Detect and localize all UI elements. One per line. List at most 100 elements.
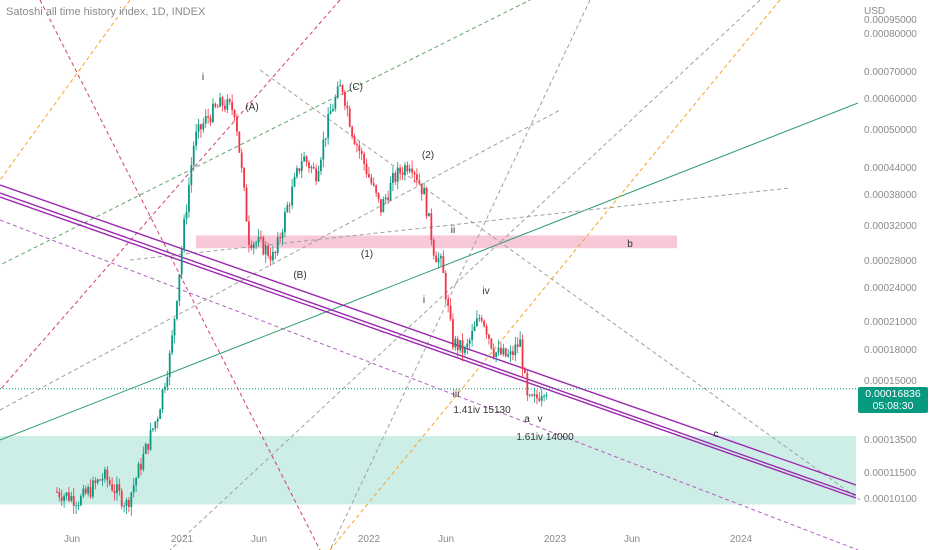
candle-body [418,180,421,184]
candle-body [310,166,313,169]
candle-body [372,183,375,186]
candle-body [92,480,94,497]
candle-body [195,131,198,146]
candle-body [401,173,404,176]
candle-body [269,255,272,261]
candle-body [488,334,490,339]
candle-body [521,339,524,370]
candle-body [504,348,507,357]
candle-body [519,339,522,347]
wave-annotation: iv [482,286,489,297]
candle-body [200,124,202,130]
candle-body [219,97,222,107]
wave-annotation: i [202,72,204,83]
candle-body [533,394,536,396]
candle-body [63,495,66,501]
candle-body [363,153,366,164]
wave-annotation: i [423,295,425,306]
x-tick-label: 2022 [358,534,381,545]
candle-body [68,492,70,501]
candle-body [231,101,234,111]
candle-body [245,187,248,222]
y-tick-label: 0.00021000 [864,317,917,328]
candle-body [399,167,402,174]
candle-body [101,478,104,481]
candle-body [332,108,334,112]
candle-body [322,139,325,160]
candle-body [447,299,450,306]
candle-body [543,395,546,397]
candle-body [452,319,454,348]
candle-body [312,166,315,169]
trend-line [329,0,591,550]
wave-annotation: v [538,414,543,425]
candle-body [288,205,291,207]
candle-body [72,495,75,506]
candle-body [166,377,169,387]
wave-annotation: (1) [361,249,373,260]
candle-body [524,369,526,373]
candle-body [267,245,270,256]
candle-body [255,242,258,244]
candle-body [404,165,406,176]
candle-body [291,186,294,206]
candle-body [396,167,399,182]
candle-body [459,340,462,351]
candle-body [461,340,464,353]
x-tick-label: Jun [251,534,267,545]
trend-line [0,109,561,411]
candle-body [137,463,140,479]
candle-body [320,159,322,172]
candle-body [303,156,306,162]
candle-body [440,256,442,259]
chart-title: Satoshi all time history index, 1D, INDE… [6,6,206,18]
candle-body [154,421,157,429]
candle-body [329,111,332,115]
candle-body [351,126,354,137]
candle-body [56,491,58,493]
candle-body [466,343,469,348]
candle-body [183,218,186,250]
candle-body [58,491,61,498]
candle-body [545,394,548,396]
y-tick-label: 0.00060000 [864,94,917,105]
candle-body [207,116,210,118]
y-tick-label: 0.00028000 [864,256,917,267]
candle-body [382,199,385,213]
candle-body [180,249,183,275]
candle-body [260,237,262,239]
candle-body [471,331,474,341]
trend-line [0,196,857,499]
y-tick-label: 0.00011500 [864,468,917,479]
candle-body [305,156,308,163]
candle-body [240,152,243,168]
candle-body [300,161,303,172]
candle-body [257,237,260,243]
candle-body [473,326,476,332]
candle-body [308,162,310,169]
candle-body [428,213,430,217]
candle-body [262,237,265,255]
candle-body [339,85,342,87]
candle-body [437,258,440,263]
candle-body [324,138,327,140]
wave-annotation: 1.61iv 14000 [516,432,574,443]
candle-body [480,318,483,321]
candle-body [425,188,428,217]
trend-line [0,192,857,496]
candle-body [236,117,238,132]
y-axis-unit: USD [864,6,885,17]
candle-body [507,354,510,357]
candle-body [82,488,85,497]
candle-body [274,251,277,254]
candle-body [430,213,433,240]
candle-body [377,192,380,200]
candle-body [212,103,214,123]
candle-body [111,483,114,491]
candle-body [413,172,416,175]
candle-body [531,394,534,396]
zone-resistance [196,235,677,249]
trend-line [0,102,859,441]
